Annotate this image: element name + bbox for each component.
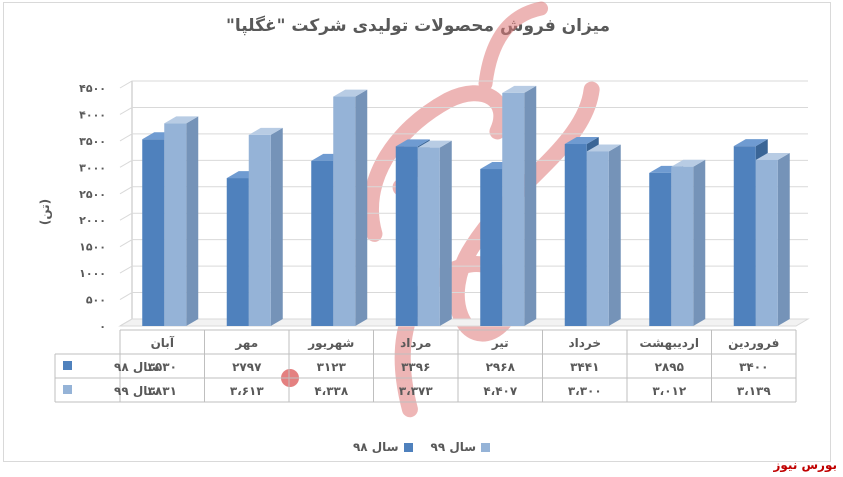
data-label-1-1: ۳،۰۱۲ xyxy=(652,384,687,398)
data-label-0-6: ۲۷۹۷ xyxy=(232,360,262,374)
bar-side-1-7 xyxy=(186,116,199,327)
data-label-1-4: ۳،۳۷۳ xyxy=(399,384,434,398)
data-label-1-5: ۴،۳۳۸ xyxy=(314,384,349,398)
bar-side-1-5 xyxy=(355,89,368,327)
category-label-0: فروردین xyxy=(728,336,779,351)
table-series-label-0: سال ۹۸ xyxy=(114,360,160,374)
category-label-7: آبان xyxy=(151,335,175,350)
legend-swatch-series-2 xyxy=(481,442,491,452)
table-swatch-1 xyxy=(63,385,72,394)
data-label-0-5: ۳۱۲۳ xyxy=(317,360,347,374)
y-tick-label: ۳۵۰۰ xyxy=(79,135,106,148)
data-label-0-7: ۳۵۳۰ xyxy=(148,360,177,374)
bar-top-0-4 xyxy=(395,139,430,147)
bar-top-1-3 xyxy=(502,85,537,93)
bar-top-1-0 xyxy=(755,152,790,160)
gridline xyxy=(119,80,808,89)
bar-1-3 xyxy=(502,92,525,326)
data-label-0-1: ۲۸۹۵ xyxy=(655,360,684,374)
legend-item-series-1: سال ۹۸ xyxy=(353,440,413,454)
data-label-0-2: ۳۴۴۱ xyxy=(570,360,599,374)
legend-swatch-series-1 xyxy=(403,442,413,452)
bar-side-1-3 xyxy=(524,85,537,326)
bar-1-7 xyxy=(164,123,187,327)
data-label-0-4: ۳۳۹۶ xyxy=(401,360,430,374)
bar-side-1-0 xyxy=(777,152,790,326)
category-label-6: مهر xyxy=(234,336,258,350)
bar-0-6 xyxy=(226,178,249,326)
bar-top-1-1 xyxy=(671,159,706,167)
y-tick-label: ۱۰۰۰ xyxy=(79,267,106,280)
bar-side-1-1 xyxy=(693,159,706,326)
bar-side-1-4 xyxy=(439,140,452,326)
data-label-0-0: ۳۴۰۰ xyxy=(739,360,768,374)
bar-0-4 xyxy=(395,146,418,326)
bar-0-3 xyxy=(480,169,503,326)
legend-label-series-1: سال ۹۸ xyxy=(352,440,399,454)
category-label-3: تیر xyxy=(491,336,509,350)
data-label-1-2: ۳،۳۰۰ xyxy=(568,384,602,398)
data-label-1-3: ۴،۴۰۷ xyxy=(483,384,518,398)
bar-top-1-2 xyxy=(586,144,621,152)
data-label-1-7: ۳۸۳۱ xyxy=(148,384,177,398)
bar-1-5 xyxy=(333,96,356,327)
bar-1-4 xyxy=(417,147,440,326)
y-tick-label: ۳۰۰۰ xyxy=(79,161,106,174)
bar-0-7 xyxy=(142,139,165,326)
bar-top-0-2 xyxy=(564,137,599,145)
bar-top-1-4 xyxy=(417,140,452,148)
bar-1-0 xyxy=(755,159,778,326)
table-series-label-1: سال ۹۹ xyxy=(114,384,160,398)
bar-top-1-6 xyxy=(248,127,283,135)
axis-floor xyxy=(118,318,810,327)
category-label-4: مرداد xyxy=(400,336,431,350)
gridline xyxy=(119,133,808,142)
y-tick-label: ۵۰۰ xyxy=(86,294,106,307)
chart-legend: سال ۹۸ سال ۹۹ xyxy=(0,440,843,454)
gridline xyxy=(119,106,808,115)
category-label-5: شهریور xyxy=(307,336,354,351)
bar-side-1-6 xyxy=(270,127,283,326)
data-label-1-6: ۳،۶۱۳ xyxy=(230,384,265,398)
bar-0-5 xyxy=(311,160,334,326)
bar-0-2 xyxy=(564,144,587,326)
table-swatch-0 xyxy=(63,361,72,370)
source-credit: بورس نیوز xyxy=(773,458,837,472)
bar-1-6 xyxy=(248,134,271,326)
bar-1-2 xyxy=(586,151,609,326)
bar-0-0 xyxy=(733,146,756,326)
bar-side-1-2 xyxy=(608,144,621,326)
bar-top-1-5 xyxy=(333,89,368,97)
y-tick-label: ۴۰۰۰ xyxy=(79,108,106,121)
y-tick-label: ۰ xyxy=(99,320,106,333)
legend-item-series-2: سال ۹۹ xyxy=(431,440,491,454)
bar-top-1-7 xyxy=(164,116,199,124)
category-label-2: خرداد xyxy=(568,336,601,350)
y-tick-label: ۱۵۰۰ xyxy=(79,241,106,254)
bar-top-0-0 xyxy=(733,139,768,147)
data-label-1-0: ۳،۱۳۹ xyxy=(737,384,772,398)
legend-label-series-2: سال ۹۹ xyxy=(430,440,477,454)
bar-0-1 xyxy=(649,172,672,326)
category-label-1: اردیبهشت xyxy=(640,336,699,350)
data-label-0-3: ۲۹۶۸ xyxy=(486,360,516,374)
bar-1-1 xyxy=(671,166,694,326)
y-tick-label: ۴۵۰۰ xyxy=(79,82,106,95)
y-tick-label: ۲۰۰۰ xyxy=(79,214,106,227)
y-tick-label: ۲۵۰۰ xyxy=(79,188,106,201)
